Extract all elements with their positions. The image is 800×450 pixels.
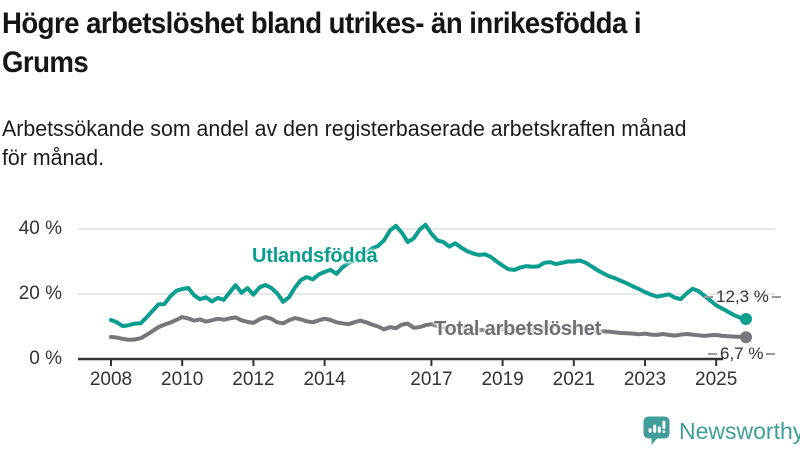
x-tick-label: 2014	[303, 369, 346, 390]
x-tick-label: 2023	[623, 369, 667, 390]
series-end-dot	[740, 313, 752, 325]
series-label-total-arbetsloshet: Total arbetslöshet	[434, 318, 602, 340]
x-tick-label: 2010	[161, 369, 204, 390]
series-line	[109, 315, 748, 342]
chart-title: Högre arbetslöshet bland utrikes- än inr…	[2, 4, 642, 82]
leader-dash-icon	[704, 296, 713, 298]
series-line	[109, 222, 748, 329]
leader-dash-icon	[766, 353, 776, 355]
chart-subtitle-line1: Arbetssökande som andel av den registerb…	[2, 116, 687, 141]
newsworthy-wordmark: Newsworthy	[679, 417, 800, 444]
y-tick-label: 40 %	[18, 218, 62, 239]
y-tick-label: 0 %	[29, 348, 62, 369]
series-end-dot	[740, 331, 752, 344]
chart-title-line2: Grums	[2, 46, 89, 79]
x-tick-label: 2025	[695, 369, 738, 390]
y-tick-label: 20 %	[18, 283, 62, 304]
x-tick-label: 2008	[89, 369, 133, 390]
leader-dash-icon	[708, 353, 717, 355]
chart-title-line1: Högre arbetslöshet bland utrikes- än inr…	[2, 7, 642, 40]
x-tick-label: 2017	[410, 369, 453, 390]
series-label-utlandsfodda: Utlandsfödda	[252, 245, 378, 267]
x-tick-label: 2012	[232, 369, 275, 390]
leader-dash-icon	[771, 296, 781, 298]
end-value-total: 6,7 %	[720, 344, 764, 363]
end-value-label-total: 6,7 %	[708, 344, 776, 364]
end-value-utlandsfodda: 12,3 %	[716, 287, 769, 306]
newsworthy-logo[interactable]: Newsworthy	[642, 415, 800, 446]
end-value-label-utlandsfodda: 12,3 %	[704, 287, 781, 307]
x-tick-label: 2019	[481, 369, 524, 390]
x-tick-label: 2021	[552, 369, 595, 390]
newsworthy-bubble-chart-icon	[643, 416, 670, 445]
chart-subtitle-line2: för månad.	[2, 145, 105, 170]
chart-subtitle: Arbetssökande som andel av den registerb…	[2, 114, 686, 172]
